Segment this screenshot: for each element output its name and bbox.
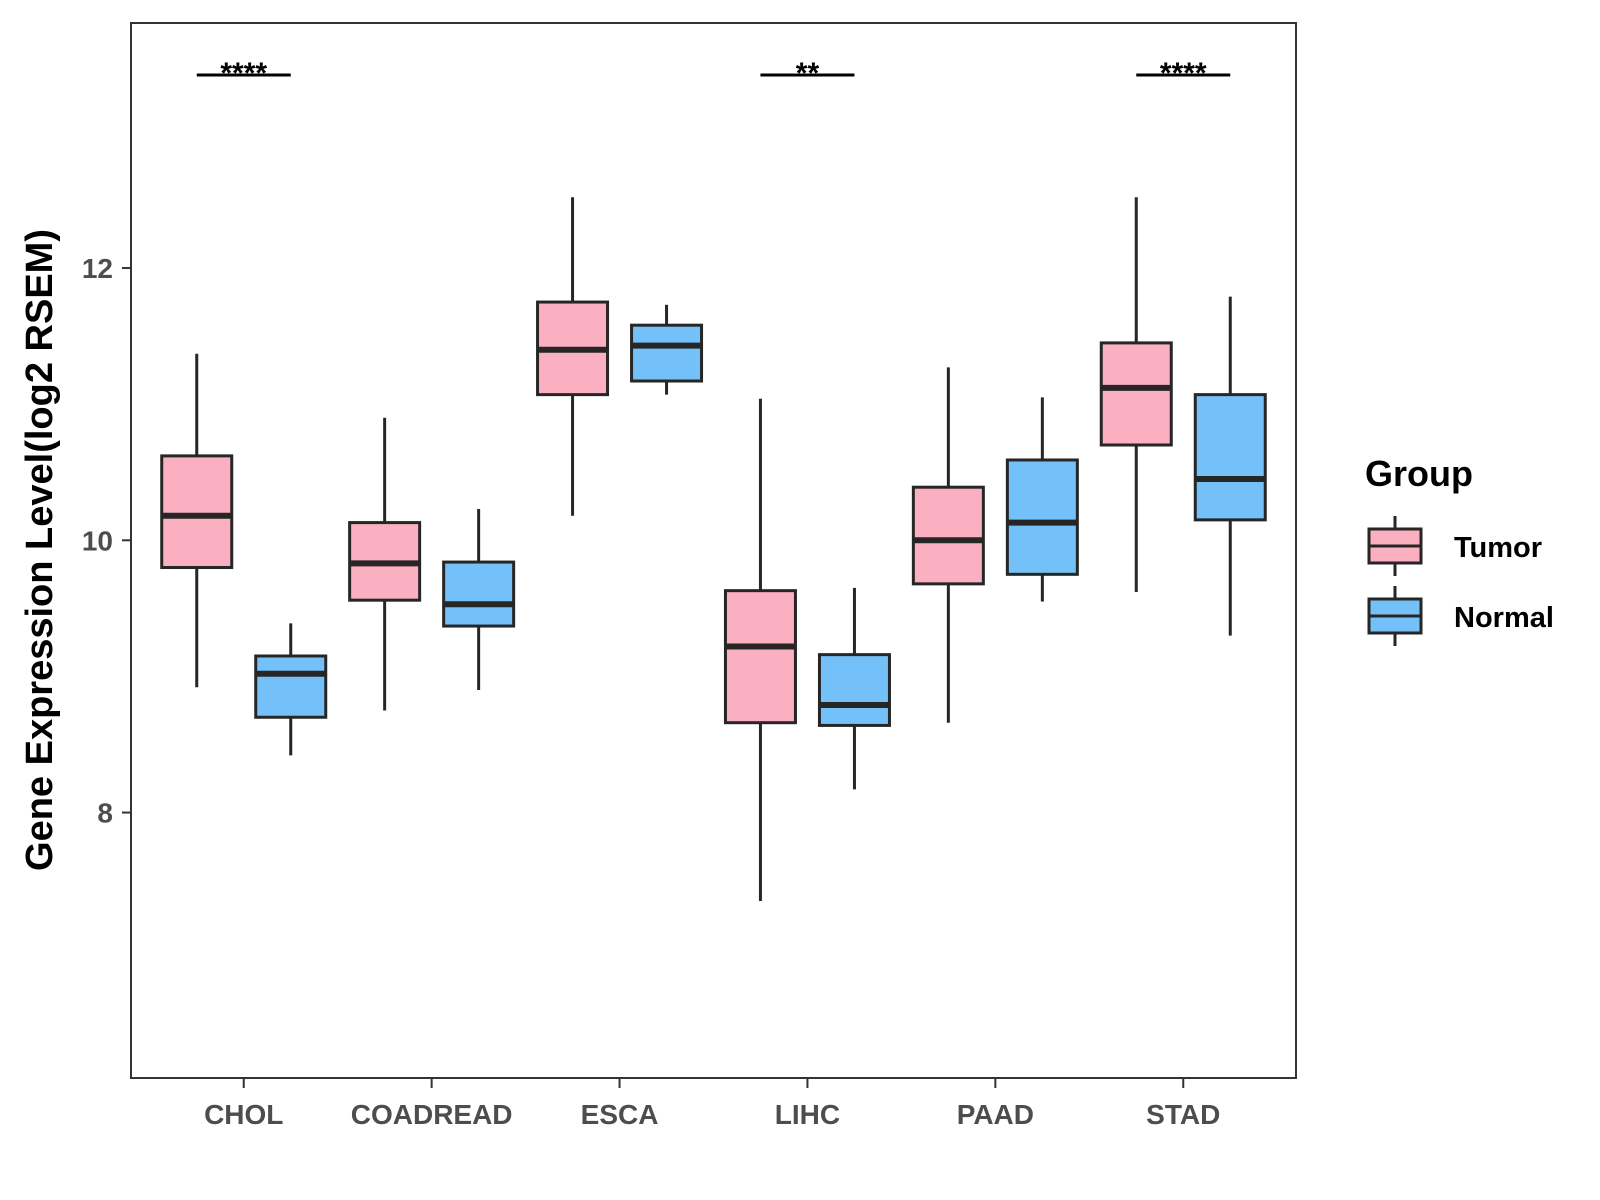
significance-label: ** — [796, 57, 820, 90]
significance-label: **** — [1160, 57, 1207, 90]
box-normal-lihc — [817, 587, 891, 790]
legend-label-tumor: Tumor — [1454, 532, 1542, 564]
box-normal-stad — [1193, 296, 1267, 636]
legend: Group Tumor Normal — [1365, 453, 1554, 646]
x-tick-label: ESCA — [581, 1099, 659, 1130]
box-tumor-lihc — [723, 398, 797, 902]
legend-key-tumor — [1367, 516, 1423, 576]
x-tick-label: LIHC — [775, 1099, 840, 1130]
x-axis: CHOL COADREAD ESCA LIHC PAAD STAD — [204, 1078, 1220, 1130]
box-tumor-esca — [536, 197, 610, 516]
box-normal-paad — [1005, 397, 1079, 602]
box-body — [160, 454, 234, 570]
box-series — [160, 197, 1267, 902]
box-body — [911, 485, 985, 586]
box-normal-esca — [630, 304, 704, 395]
box-tumor-stad — [1099, 197, 1173, 593]
y-tick-label: 8 — [97, 798, 113, 829]
box-body — [1193, 393, 1267, 522]
box-tumor-paad — [911, 367, 985, 723]
box-body — [1005, 458, 1079, 576]
x-tick-label: STAD — [1146, 1099, 1220, 1130]
y-axis-title: Gene Expression Level(log2 RSEM) — [19, 229, 61, 871]
box-body — [630, 323, 704, 383]
legend-key-normal — [1367, 586, 1423, 646]
x-tick-label: PAAD — [957, 1099, 1034, 1130]
box-tumor-coadread — [348, 417, 422, 711]
box-normal-chol — [254, 623, 328, 756]
box-tumor-chol — [160, 353, 234, 688]
significance-annotations: **** ** **** — [196, 57, 1231, 90]
y-tick-label: 12 — [82, 253, 113, 284]
box-body — [442, 560, 516, 628]
box-body — [254, 654, 328, 719]
y-axis: 8 10 12 — [82, 253, 131, 829]
legend-label-normal: Normal — [1454, 602, 1554, 634]
significance-label: **** — [220, 57, 267, 90]
box-body — [1099, 341, 1173, 447]
legend-title: Group — [1365, 453, 1473, 494]
x-tick-label: COADREAD — [351, 1099, 513, 1130]
plot-panel — [130, 22, 1297, 1079]
y-tick-label: 10 — [82, 525, 113, 556]
box-normal-coadread — [442, 508, 516, 691]
box-body — [723, 589, 797, 725]
box-body — [817, 653, 891, 727]
x-tick-label: CHOL — [204, 1099, 283, 1130]
